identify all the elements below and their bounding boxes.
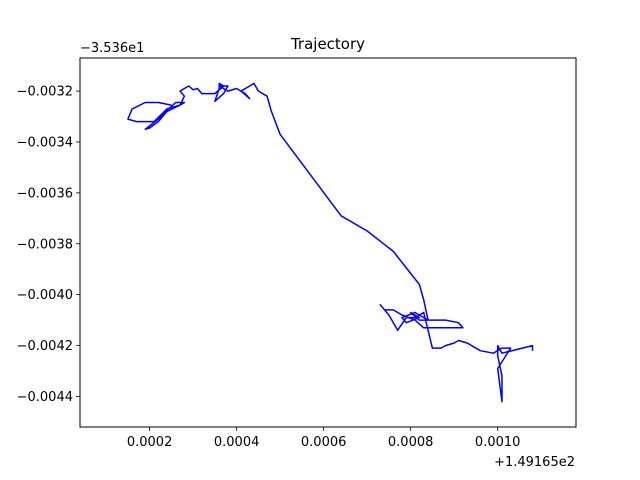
y-tick-label: −0.0032 — [17, 85, 73, 100]
chart-title: Trajectory — [290, 35, 365, 53]
x-tick-label: 0.0010 — [475, 435, 521, 450]
x-offset-label: +1.49165e2 — [494, 455, 575, 470]
series-layer — [127, 82, 534, 403]
x-tick-label: 0.0004 — [214, 435, 260, 450]
y-tick-label: −0.0036 — [17, 186, 73, 201]
y-tick-label: −0.0042 — [17, 339, 73, 354]
y-tick-label: −0.0044 — [17, 390, 73, 405]
x-tick-label: 0.0002 — [127, 435, 173, 450]
y-tick-label: −0.0040 — [17, 288, 73, 303]
y-axis-ticks: −0.0044 −0.0042 −0.0040 −0.0038 −0.0036 −0.00… — [17, 85, 80, 405]
y-tick-label: −0.0034 — [17, 135, 73, 150]
trajectory-line — [127, 82, 534, 403]
x-axis-ticks: 0.0002 0.0004 0.0006 0.0008 0.0010 — [127, 427, 521, 450]
x-tick-label: 0.0006 — [301, 435, 347, 450]
y-offset-label: −3.536e1 — [80, 41, 144, 56]
y-tick-label: −0.0038 — [17, 237, 73, 252]
plot-frame — [79, 57, 577, 428]
x-tick-label: 0.0008 — [388, 435, 434, 450]
